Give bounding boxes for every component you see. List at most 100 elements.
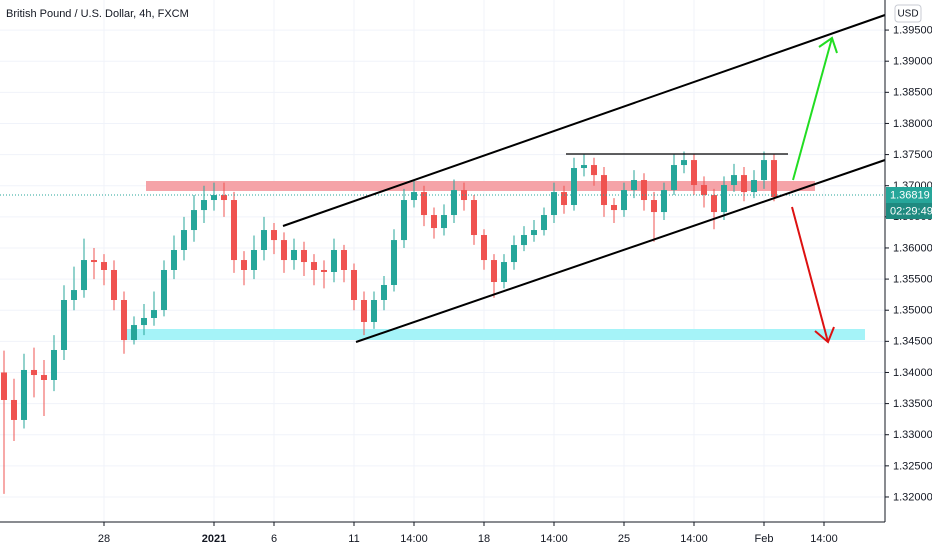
countdown-label: 02:29:49 bbox=[890, 205, 932, 217]
candle-body bbox=[251, 250, 257, 270]
candle-body bbox=[1, 372, 7, 400]
candle-body bbox=[41, 375, 47, 380]
candle-body bbox=[151, 310, 157, 318]
candle-body bbox=[611, 205, 617, 211]
candle-body bbox=[541, 215, 547, 231]
candle-body bbox=[731, 175, 737, 186]
candle-body bbox=[61, 300, 67, 350]
candle-body bbox=[701, 185, 707, 196]
candle-body bbox=[551, 192, 557, 216]
x-tick-label: 6 bbox=[271, 533, 277, 545]
resistance-zone bbox=[146, 181, 815, 191]
candle-body bbox=[301, 250, 307, 263]
candle-body bbox=[711, 195, 717, 213]
y-tick-label: 1.34000 bbox=[893, 367, 932, 379]
candle-body bbox=[451, 190, 457, 216]
channel-upper bbox=[282, 14, 886, 227]
candle-body bbox=[571, 168, 577, 206]
y-tick-label: 1.32500 bbox=[893, 460, 932, 472]
candle-body bbox=[721, 185, 727, 213]
candle-body bbox=[171, 250, 177, 270]
candle-body bbox=[661, 190, 667, 213]
candle-body bbox=[751, 180, 757, 193]
candle-body bbox=[681, 160, 687, 166]
candle-body bbox=[621, 190, 627, 211]
candle-body bbox=[501, 262, 507, 283]
candle-body bbox=[761, 160, 767, 181]
candle-body bbox=[741, 175, 747, 193]
y-tick-label: 1.33500 bbox=[893, 398, 932, 410]
support-zone bbox=[122, 329, 865, 340]
candle-body bbox=[51, 349, 57, 380]
candle-body bbox=[231, 200, 237, 261]
candle-body bbox=[81, 260, 87, 291]
currency-label: USD bbox=[897, 9, 918, 20]
candle-body bbox=[491, 260, 497, 283]
candle-body bbox=[31, 369, 37, 376]
candle-body bbox=[561, 192, 567, 206]
axes: 1.32000 1.32500 1.33000 1.33500 1.34000 1.345… bbox=[98, 24, 932, 544]
candle-body bbox=[331, 250, 337, 272]
candle-body bbox=[771, 160, 777, 197]
x-tick-label: 2021 bbox=[202, 533, 226, 545]
candle-body bbox=[101, 262, 107, 270]
candle-body bbox=[161, 269, 167, 311]
candle-body bbox=[641, 180, 647, 201]
candle-body bbox=[471, 200, 477, 236]
candle-body bbox=[71, 290, 77, 301]
candle-body bbox=[351, 269, 357, 301]
x-tick-label: 14:00 bbox=[810, 533, 838, 545]
candle-body bbox=[121, 300, 127, 341]
y-tick-label: 1.35000 bbox=[893, 305, 932, 317]
y-tick-label: 1.38000 bbox=[893, 118, 932, 130]
candle-body bbox=[201, 200, 207, 211]
y-tick-label: 1.38500 bbox=[893, 87, 932, 99]
x-tick-label: 18 bbox=[478, 533, 490, 545]
x-tick-label: 14:00 bbox=[540, 533, 568, 545]
chart-title: British Pound / U.S. Dollar, 4h, FXCM bbox=[6, 8, 189, 20]
candle-body bbox=[341, 250, 347, 270]
candle-body bbox=[311, 262, 317, 270]
zones bbox=[122, 181, 865, 340]
candle-body bbox=[421, 192, 427, 216]
candle-body bbox=[291, 250, 297, 261]
last-price-label: 1.36819 bbox=[890, 189, 930, 201]
candle-body bbox=[531, 230, 537, 236]
candle-body bbox=[601, 175, 607, 206]
candle-body bbox=[381, 284, 387, 301]
down-arrow bbox=[791, 206, 835, 344]
candles bbox=[1, 151, 777, 494]
candle-body bbox=[281, 240, 287, 261]
candle-body bbox=[191, 210, 197, 231]
candle-body bbox=[401, 200, 407, 241]
candle-body bbox=[391, 240, 397, 285]
x-tick-label: Feb bbox=[755, 533, 774, 545]
candle-body bbox=[481, 235, 487, 261]
y-tick-label: 1.39500 bbox=[893, 24, 932, 36]
y-tick-label: 1.37500 bbox=[893, 149, 932, 161]
candle-body bbox=[671, 165, 677, 191]
candle-body bbox=[441, 215, 447, 229]
candle-body bbox=[91, 260, 97, 263]
candle-body bbox=[521, 235, 527, 246]
y-tick-label: 1.36000 bbox=[893, 242, 932, 254]
candle-body bbox=[321, 269, 327, 272]
candle-body bbox=[651, 200, 657, 213]
last-price-box bbox=[886, 187, 932, 203]
y-tick-label: 1.33000 bbox=[893, 429, 932, 441]
candle-body bbox=[221, 195, 227, 201]
countdown-box bbox=[886, 203, 932, 219]
y-tick-label: 1.34500 bbox=[893, 336, 932, 348]
y-tick-label: 1.39000 bbox=[893, 56, 932, 68]
x-tick-label: 28 bbox=[98, 533, 110, 545]
candle-body bbox=[211, 195, 217, 201]
drawings bbox=[0, 14, 886, 344]
candle-body bbox=[581, 165, 587, 169]
currency-box[interactable] bbox=[894, 4, 922, 23]
candle-body bbox=[371, 300, 377, 322]
candle-body bbox=[361, 300, 367, 322]
x-tick-label: 14:00 bbox=[400, 533, 428, 545]
candle-body bbox=[11, 399, 17, 420]
candle-body bbox=[511, 245, 517, 263]
